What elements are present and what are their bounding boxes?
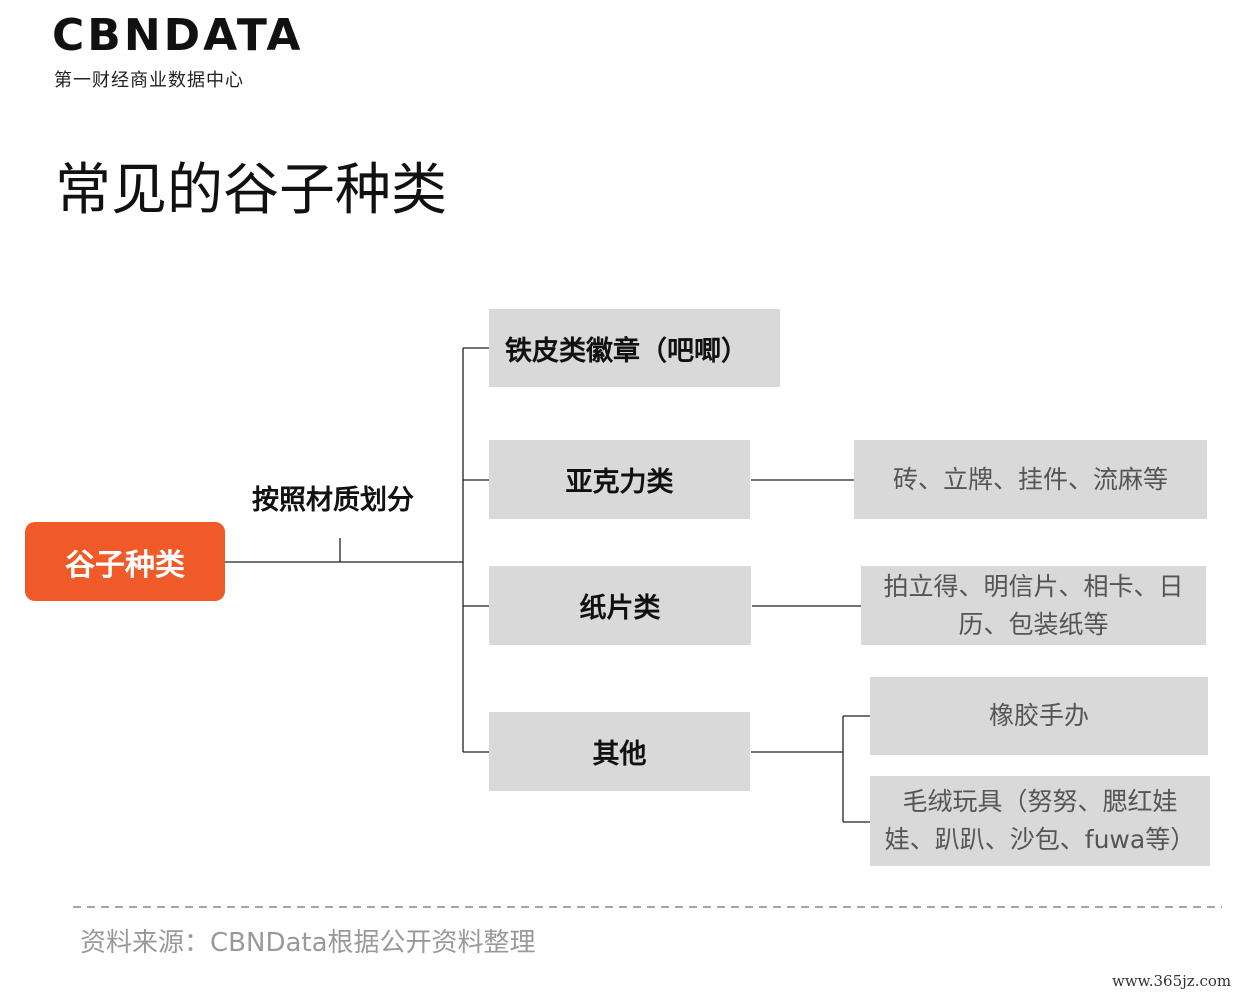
logo-tagline: 第一财经商业数据中心 bbox=[54, 70, 244, 91]
logo-name: CBNDATA bbox=[52, 10, 304, 61]
edge-label: 按照材质划分 bbox=[252, 485, 414, 516]
item-node: 毛绒玩具（努努、腮红娃娃、趴趴、沙包、fuwa等） bbox=[870, 776, 1210, 866]
page-title: 常见的谷子种类 bbox=[55, 158, 447, 223]
root-node: 谷子种类 bbox=[25, 522, 225, 601]
item-node: 拍立得、明信片、相卡、日历、包装纸等 bbox=[861, 566, 1206, 645]
category-node: 纸片类 bbox=[489, 566, 751, 645]
item-node: 砖、立牌、挂件、流麻等 bbox=[854, 440, 1207, 519]
category-node: 亚克力类 bbox=[489, 440, 750, 519]
footer-watermark: www.365jz.com bbox=[1112, 972, 1232, 990]
category-node: 铁皮类徽章（吧唧） bbox=[489, 309, 780, 387]
category-node: 其他 bbox=[489, 712, 750, 791]
item-node: 橡胶手办 bbox=[870, 677, 1208, 755]
source-note: 资料来源：CBNData根据公开资料整理 bbox=[80, 928, 536, 958]
